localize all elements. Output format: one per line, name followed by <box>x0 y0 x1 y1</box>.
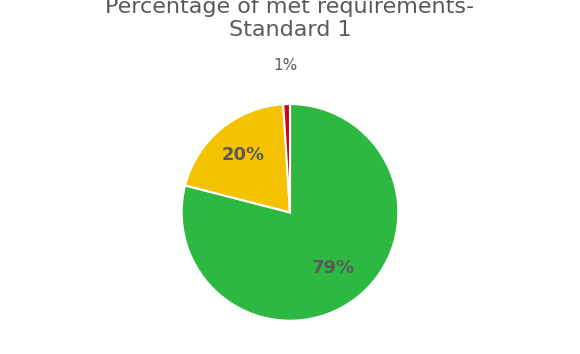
Wedge shape <box>182 104 398 321</box>
Text: 20%: 20% <box>222 147 264 165</box>
Text: 1%: 1% <box>273 58 298 73</box>
Title: Percentage of met requirements-
Standard 1: Percentage of met requirements- Standard… <box>106 0 474 40</box>
Wedge shape <box>283 104 290 212</box>
Text: 79%: 79% <box>311 259 354 277</box>
Wedge shape <box>185 104 290 212</box>
